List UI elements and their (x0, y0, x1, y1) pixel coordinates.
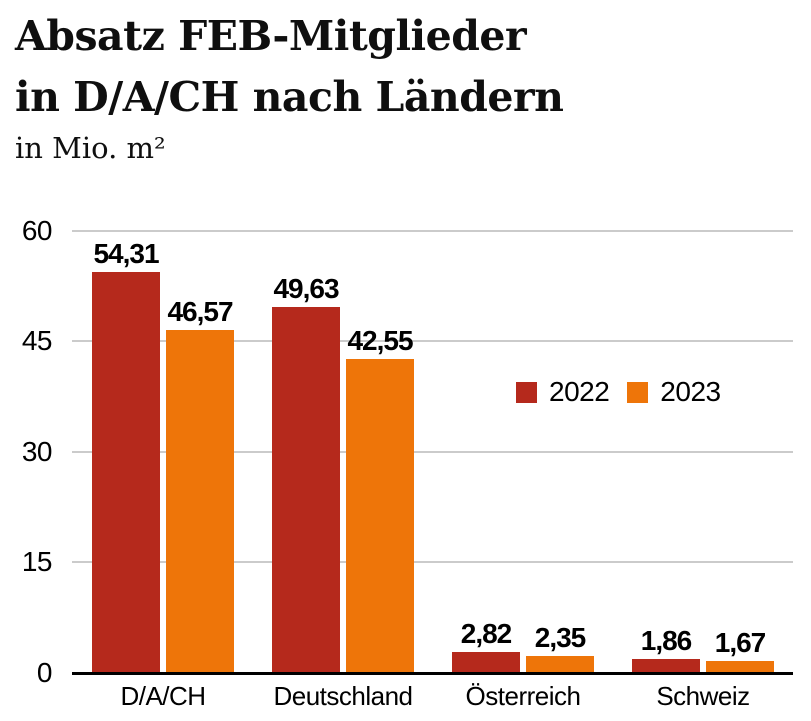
bar-2023-1 (166, 329, 234, 673)
value-label-2022-1: 54,31 (93, 238, 159, 270)
value-label-2023-4: 1,67 (714, 626, 767, 658)
chart-title: Absatz FEB-Mitglieder in D/A/CH nach Län… (15, 6, 564, 128)
chart-title-line1: Absatz FEB-Mitglieder (15, 12, 527, 60)
bar-2023-4 (706, 660, 774, 673)
legend: 2022 2023 (516, 376, 721, 407)
value-label-2023-3: 2,35 (534, 621, 587, 653)
legend-swatch-2023 (627, 381, 649, 403)
legend-label-2022: 2022 (549, 376, 610, 407)
y-axis-tick-0: 0 (36, 657, 53, 688)
value-label-2023-1: 46,57 (167, 295, 233, 327)
x-axis-label-1: D/A/CH (120, 681, 206, 711)
bar-2023-3 (526, 655, 594, 673)
y-axis-tick-30: 30 (21, 435, 53, 467)
y-axis-tick-60: 60 (21, 214, 53, 246)
bar-2022-4 (632, 659, 700, 673)
legend-swatch-2022 (516, 381, 537, 403)
gridline-45 (72, 340, 793, 343)
x-axis-line (72, 672, 793, 675)
bar-2022-3 (452, 652, 520, 673)
gridline-60 (72, 229, 793, 232)
value-label-2023-2: 42,55 (347, 325, 413, 357)
bar-2022-1 (92, 272, 160, 673)
legend-label-2023: 2023 (660, 376, 721, 407)
value-label-2022-2: 49,63 (273, 272, 339, 304)
x-axis-label-4: Schweiz (656, 681, 750, 711)
gridline-15 (72, 561, 793, 564)
chart-subtitle: in Mio. m² (15, 131, 166, 165)
x-axis-label-2: Deutschland (273, 681, 413, 711)
gridline-30 (72, 450, 793, 453)
x-axis-label-3: Österreich (465, 681, 581, 711)
value-label-2022-4: 1,86 (640, 625, 693, 657)
value-label-2022-3: 2,82 (460, 618, 513, 650)
legend-item-2022: 2022 (516, 376, 610, 407)
bar-2023-2 (346, 359, 414, 673)
y-axis-tick-45: 45 (21, 325, 53, 357)
chart-title-line2: in D/A/CH nach Ländern (15, 73, 564, 121)
y-axis-tick-15: 15 (21, 546, 53, 578)
bar-2022-2 (272, 306, 340, 673)
chart-header: Absatz FEB-Mitglieder in D/A/CH nach Län… (15, 6, 564, 165)
legend-item-2023: 2023 (627, 376, 721, 407)
